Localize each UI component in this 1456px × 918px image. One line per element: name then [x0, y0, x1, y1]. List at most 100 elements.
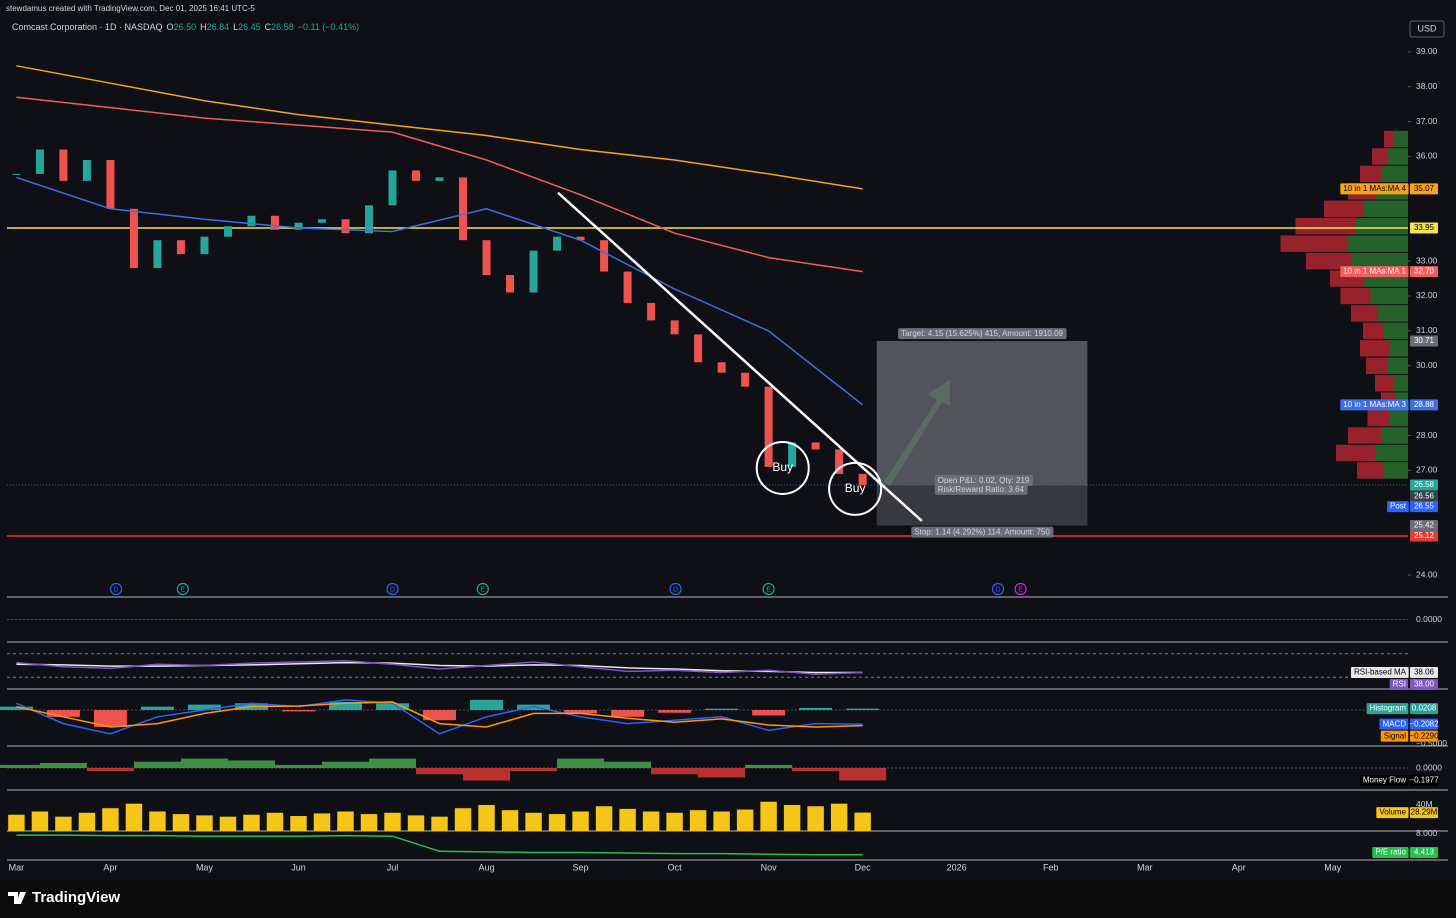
indicator-name: Histogram	[1370, 704, 1407, 713]
series-line	[16, 661, 863, 674]
event-marker	[109, 582, 123, 596]
stop-value: 25.42	[1414, 521, 1435, 530]
bar	[360, 814, 378, 831]
bar	[8, 814, 25, 831]
series-line	[16, 834, 863, 856]
post-name: Post	[1390, 502, 1407, 511]
stop-label-bg	[911, 526, 1054, 538]
x-tick-label: Sep	[573, 862, 589, 872]
currency[interactable]: USD	[1417, 23, 1437, 33]
indicator-badge	[1410, 667, 1438, 679]
indicator-name-bg	[1376, 807, 1409, 819]
y-tick-label: 33.00	[1416, 255, 1438, 265]
indicator-badge	[1410, 807, 1438, 819]
indicator-value: 38.00	[1414, 680, 1435, 689]
candle	[12, 173, 21, 175]
area-slice	[227, 760, 275, 768]
ohlc-value: 26.50	[174, 22, 197, 32]
y-tick-label: 0.0000	[1416, 762, 1442, 772]
event-marker	[476, 582, 489, 596]
event-marker	[386, 582, 399, 596]
ohlc-key: H	[200, 22, 207, 32]
x-tick-label: Jun	[291, 862, 306, 872]
profile-buy	[1381, 165, 1408, 183]
bar	[31, 811, 49, 831]
ma-value: 35.07	[1414, 184, 1435, 193]
target-label: Target: 4.15 (15.625%) 415, Amount: 1910…	[901, 329, 1063, 338]
profile-sell	[1375, 374, 1393, 392]
area-slice	[557, 758, 605, 768]
ma-badge	[1410, 183, 1438, 195]
area-slice	[39, 762, 87, 768]
bar	[313, 813, 331, 831]
area-slice	[463, 768, 511, 781]
profile-sell	[1367, 409, 1390, 427]
ma-name-bg	[1340, 399, 1409, 411]
indicator-badge	[1410, 847, 1438, 858]
indicator-value: 4.413	[1414, 848, 1435, 857]
ma-value: 28.88	[1414, 400, 1435, 409]
candle	[717, 362, 726, 373]
level-badge	[1410, 530, 1438, 542]
candle	[341, 219, 350, 234]
x-tick-label: Oct	[668, 862, 683, 872]
bar	[46, 710, 80, 717]
bar	[752, 710, 786, 716]
bar	[329, 701, 362, 711]
bar	[525, 812, 542, 831]
y-tick-label: 24.00	[1416, 569, 1438, 579]
indicator-name-bg	[1389, 679, 1408, 691]
indicator-name-bg	[1380, 730, 1409, 742]
buy-label: Buy	[772, 460, 793, 474]
profile-buy	[1384, 462, 1408, 479]
currency-box[interactable]	[1409, 20, 1445, 38]
x-tick-label: 2026	[947, 862, 967, 872]
candle	[106, 159, 115, 209]
y-tick-label: 37.00	[1416, 116, 1438, 126]
candle	[741, 372, 750, 387]
candle	[600, 240, 609, 272]
pnl-label: Open P&L: 0.02, Qty: 219	[938, 476, 1030, 485]
bar	[407, 815, 425, 831]
bar	[172, 814, 190, 831]
bar	[830, 803, 848, 831]
series-line	[16, 701, 863, 728]
footer-brand: TradingView	[32, 889, 120, 906]
candle	[59, 149, 68, 181]
ma-badge	[1410, 399, 1438, 411]
x-tick-label: Mar	[1137, 862, 1153, 872]
indicator-name: Money Flow	[1363, 776, 1406, 785]
candle	[647, 302, 656, 321]
candle	[365, 205, 374, 234]
indicator-badge	[1410, 730, 1438, 742]
bar	[470, 699, 503, 711]
ma-name-bg	[1340, 266, 1409, 278]
candle	[835, 449, 844, 474]
stop-label: Stop: 1.14 (4.292%) 114, Amount: 750	[914, 528, 1050, 537]
indicator-name-bg	[1372, 847, 1409, 858]
candle	[412, 170, 421, 181]
bar	[736, 809, 754, 831]
bar	[611, 710, 645, 717]
event-label: E	[180, 586, 185, 593]
x-tick-label: Mar	[9, 862, 25, 872]
y-tick-label: −0.5000	[1416, 738, 1447, 748]
y-tick-label: 31.00	[1416, 325, 1438, 335]
indicator-value: −0.1977	[1409, 776, 1439, 785]
candle	[788, 442, 797, 467]
area-slice	[86, 768, 134, 772]
series-line	[16, 176, 864, 406]
profile-buy	[1378, 305, 1408, 322]
candle	[858, 473, 867, 486]
candle	[811, 442, 820, 450]
rr-label-bg	[934, 483, 1028, 495]
bar	[140, 706, 174, 711]
indicator-name: Volume	[1379, 808, 1406, 817]
indicator-name: P/E ratio	[1375, 848, 1406, 857]
x-tick-label: Dec	[855, 862, 872, 872]
event-label: D	[996, 586, 1001, 593]
candle	[176, 240, 185, 255]
watermark: stewdamus created with TradingView.com, …	[6, 4, 255, 13]
y-tick-label: 36.00	[1416, 151, 1438, 161]
